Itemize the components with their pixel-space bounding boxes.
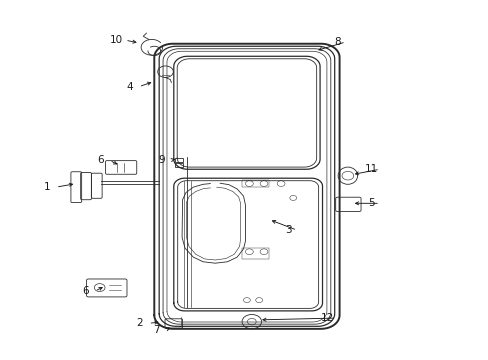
Text: 8: 8	[333, 37, 340, 47]
Text: 4: 4	[126, 82, 133, 92]
Text: 1: 1	[43, 182, 50, 192]
Text: 7: 7	[153, 325, 160, 335]
Text: 5: 5	[367, 198, 374, 208]
Text: 10: 10	[109, 35, 122, 45]
Bar	[242, 248, 268, 259]
Bar	[174, 163, 182, 167]
Text: 2: 2	[136, 319, 142, 328]
Text: 3: 3	[285, 225, 291, 235]
Text: 6: 6	[82, 286, 89, 296]
Text: 11: 11	[364, 164, 377, 174]
Bar	[174, 158, 182, 162]
Text: 9: 9	[158, 155, 164, 165]
Bar	[242, 180, 268, 187]
Text: 12: 12	[320, 313, 333, 323]
Text: 6: 6	[97, 155, 104, 165]
